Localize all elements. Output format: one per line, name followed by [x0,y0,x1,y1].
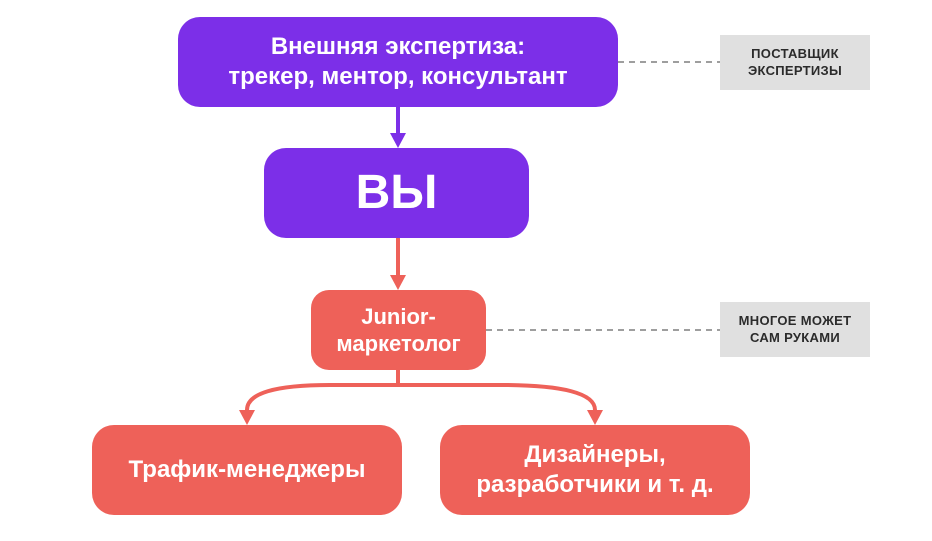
fork-junior-to-children [200,370,640,425]
annotation-hands-label: МНОГОЕ МОЖЕТ САМ РУКАМИ [739,313,852,346]
node-junior-label: Junior- маркетолог [336,303,460,358]
annotation-supplier-label: ПОСТАВЩИК ЭКСПЕРТИЗЫ [748,46,842,79]
node-you: ВЫ [264,148,529,238]
node-designers-label: Дизайнеры, разработчики и т. д. [476,440,713,500]
annotation-supplier: ПОСТАВЩИК ЭКСПЕРТИЗЫ [720,35,870,90]
node-traffic-label: Трафик-менеджеры [129,455,366,485]
node-traffic: Трафик-менеджеры [92,425,402,515]
node-expertise: Внешняя экспертиза: трекер, ментор, конс… [178,17,618,107]
arrow-expertise-to-you [388,107,408,148]
node-designers: Дизайнеры, разработчики и т. д. [440,425,750,515]
annotation-hands: МНОГОЕ МОЖЕТ САМ РУКАМИ [720,302,870,357]
dashed-connector-expertise-supplier [618,60,720,64]
node-you-label: ВЫ [356,163,438,223]
dashed-connector-junior-hands [486,328,720,332]
arrow-you-to-junior [388,238,408,290]
node-expertise-label: Внешняя экспертиза: трекер, ментор, конс… [228,32,567,92]
node-junior: Junior- маркетолог [311,290,486,370]
